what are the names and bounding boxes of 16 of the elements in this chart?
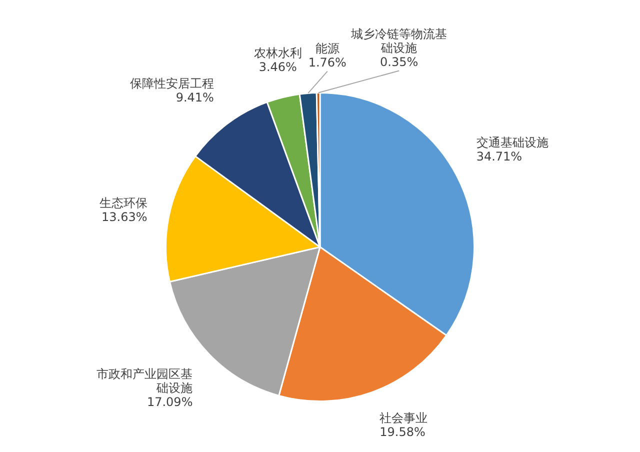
slice-label: 市政和产业园区基础设施 <box>96 367 193 396</box>
slice-label: 城乡冷链等物流基础设施 <box>350 26 448 55</box>
slice-label: 能源 <box>315 41 340 56</box>
data-label: 3.46% <box>258 60 297 74</box>
slice-label: 农林水利 <box>254 46 302 60</box>
data-label: 13.63% <box>102 210 148 224</box>
data-label: 34.71% <box>476 150 522 164</box>
data-label: 19.58% <box>380 424 426 439</box>
data-label: 0.35% <box>380 54 418 69</box>
slice-label: 社会事业 <box>380 410 428 425</box>
data-label: 17.09% <box>146 395 193 410</box>
slice-label: 生态环保 <box>99 196 148 210</box>
slice-label: 交通基础设施 <box>476 136 548 150</box>
data-label: 1.76% <box>308 55 346 70</box>
data-label: 9.41% <box>176 90 214 104</box>
slice-label: 保障性安居工程 <box>130 76 214 90</box>
